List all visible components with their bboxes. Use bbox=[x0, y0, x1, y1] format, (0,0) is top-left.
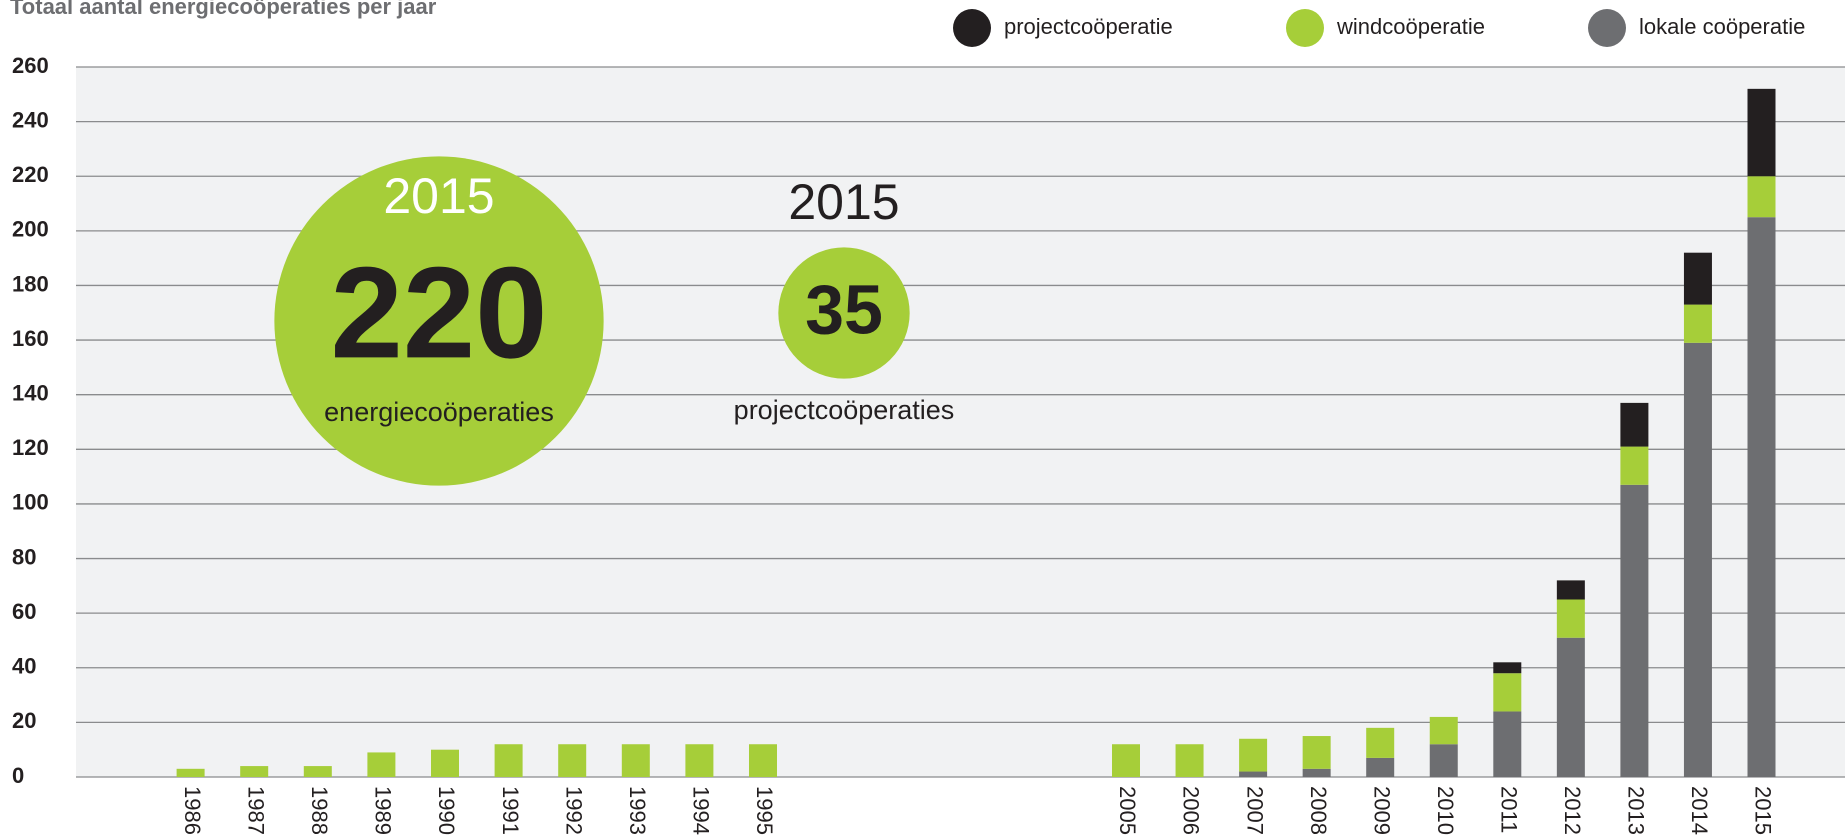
bar-segment bbox=[685, 744, 714, 777]
bar-segment bbox=[1683, 304, 1712, 343]
annotation-label: projectcoöperaties bbox=[734, 395, 955, 425]
bar-segment bbox=[431, 749, 459, 777]
x-tick-label: 2005 bbox=[1115, 786, 1140, 835]
bar-segment bbox=[1683, 342, 1712, 777]
x-tick-label: 1990 bbox=[434, 786, 459, 835]
bar-segment bbox=[1239, 771, 1268, 777]
annotation-bubble bbox=[274, 156, 604, 486]
x-tick-label: 2006 bbox=[1179, 786, 1204, 835]
y-tick-label: 180 bbox=[12, 271, 49, 296]
x-tick-label: 2012 bbox=[1560, 786, 1585, 835]
y-tick-label: 40 bbox=[12, 654, 36, 679]
bar-segment bbox=[749, 744, 777, 777]
bar-segment bbox=[1302, 768, 1331, 777]
bar-segment bbox=[1366, 727, 1395, 758]
bar-segment bbox=[1493, 673, 1522, 712]
legend-label: projectcoöperatie bbox=[1004, 14, 1173, 39]
x-tick-label: 1991 bbox=[498, 786, 523, 835]
bar-segment bbox=[1556, 580, 1585, 600]
bar-segment bbox=[1747, 176, 1776, 218]
x-tick-label: 1993 bbox=[625, 786, 650, 835]
legend-label: lokale coöperatie bbox=[1639, 14, 1805, 39]
bar-segment bbox=[494, 744, 523, 777]
bar-segment bbox=[1429, 716, 1458, 745]
bar-segment bbox=[1112, 744, 1140, 777]
y-tick-label: 260 bbox=[12, 53, 49, 78]
x-tick-label: 1988 bbox=[307, 786, 332, 835]
bar-segment bbox=[1429, 744, 1458, 777]
bar-segment bbox=[1493, 711, 1522, 777]
legend-swatch bbox=[1588, 9, 1626, 47]
x-tick-label: 2008 bbox=[1306, 786, 1331, 835]
annotation-year: 2015 bbox=[788, 174, 899, 230]
bar-segment bbox=[558, 744, 587, 777]
bar-segment bbox=[1175, 744, 1204, 777]
x-tick-label: 1989 bbox=[371, 786, 396, 835]
bar-segment bbox=[1620, 484, 1649, 777]
bar-segment bbox=[367, 752, 396, 777]
x-tick-label: 1992 bbox=[561, 786, 586, 835]
legend-swatch bbox=[1286, 9, 1324, 47]
annotation-value: 220 bbox=[331, 239, 548, 385]
y-tick-label: 140 bbox=[12, 381, 49, 406]
bar-segment bbox=[1747, 88, 1776, 177]
annotation-label: energiecoöperaties bbox=[324, 397, 554, 427]
y-tick-label: 100 bbox=[12, 490, 49, 515]
annotation-value: 35 bbox=[805, 270, 883, 348]
bar-segment bbox=[1302, 736, 1331, 769]
y-tick-label: 240 bbox=[12, 107, 49, 132]
x-tick-label: 2010 bbox=[1433, 786, 1458, 835]
bar-segment bbox=[1747, 217, 1776, 777]
y-tick-label: 200 bbox=[12, 217, 49, 242]
x-tick-label: 2007 bbox=[1242, 786, 1267, 835]
x-tick-label: 1986 bbox=[180, 786, 205, 835]
bar-segment bbox=[621, 744, 650, 777]
x-tick-label: 2013 bbox=[1624, 786, 1649, 835]
legend-label: windcoöperatie bbox=[1336, 14, 1485, 39]
x-tick-label: 2014 bbox=[1687, 786, 1712, 835]
y-tick-label: 20 bbox=[12, 708, 36, 733]
bar-segment bbox=[1366, 757, 1395, 777]
bar-segment bbox=[1556, 637, 1585, 777]
bar-segment bbox=[176, 768, 205, 777]
y-tick-label: 220 bbox=[12, 162, 49, 187]
x-tick-label: 2009 bbox=[1369, 786, 1394, 835]
bar-segment bbox=[1493, 662, 1522, 674]
bar-segment bbox=[1239, 738, 1268, 772]
y-tick-label: 120 bbox=[12, 435, 49, 460]
y-tick-label: 0 bbox=[12, 763, 24, 788]
y-tick-label: 80 bbox=[12, 544, 36, 569]
bar-segment bbox=[303, 766, 332, 777]
y-tick-label: 60 bbox=[12, 599, 36, 624]
x-tick-label: 2015 bbox=[1751, 786, 1776, 835]
bar-segment bbox=[1683, 252, 1712, 305]
y-tick-label: 160 bbox=[12, 326, 49, 351]
legend-swatch bbox=[953, 9, 991, 47]
bar-segment bbox=[1620, 402, 1649, 447]
x-tick-label: 1987 bbox=[243, 786, 268, 835]
chart-title: Totaal aantal energiecoöperaties per jaa… bbox=[10, 0, 437, 19]
x-tick-label: 1995 bbox=[752, 786, 777, 835]
x-tick-label: 2011 bbox=[1496, 786, 1521, 833]
annotation-year: 2015 bbox=[383, 168, 494, 224]
x-tick-label: 1994 bbox=[689, 786, 714, 835]
bar-segment bbox=[240, 766, 269, 777]
annotation-bubble bbox=[778, 247, 910, 379]
bar-segment bbox=[1556, 599, 1585, 638]
bar-segment bbox=[1620, 446, 1649, 485]
